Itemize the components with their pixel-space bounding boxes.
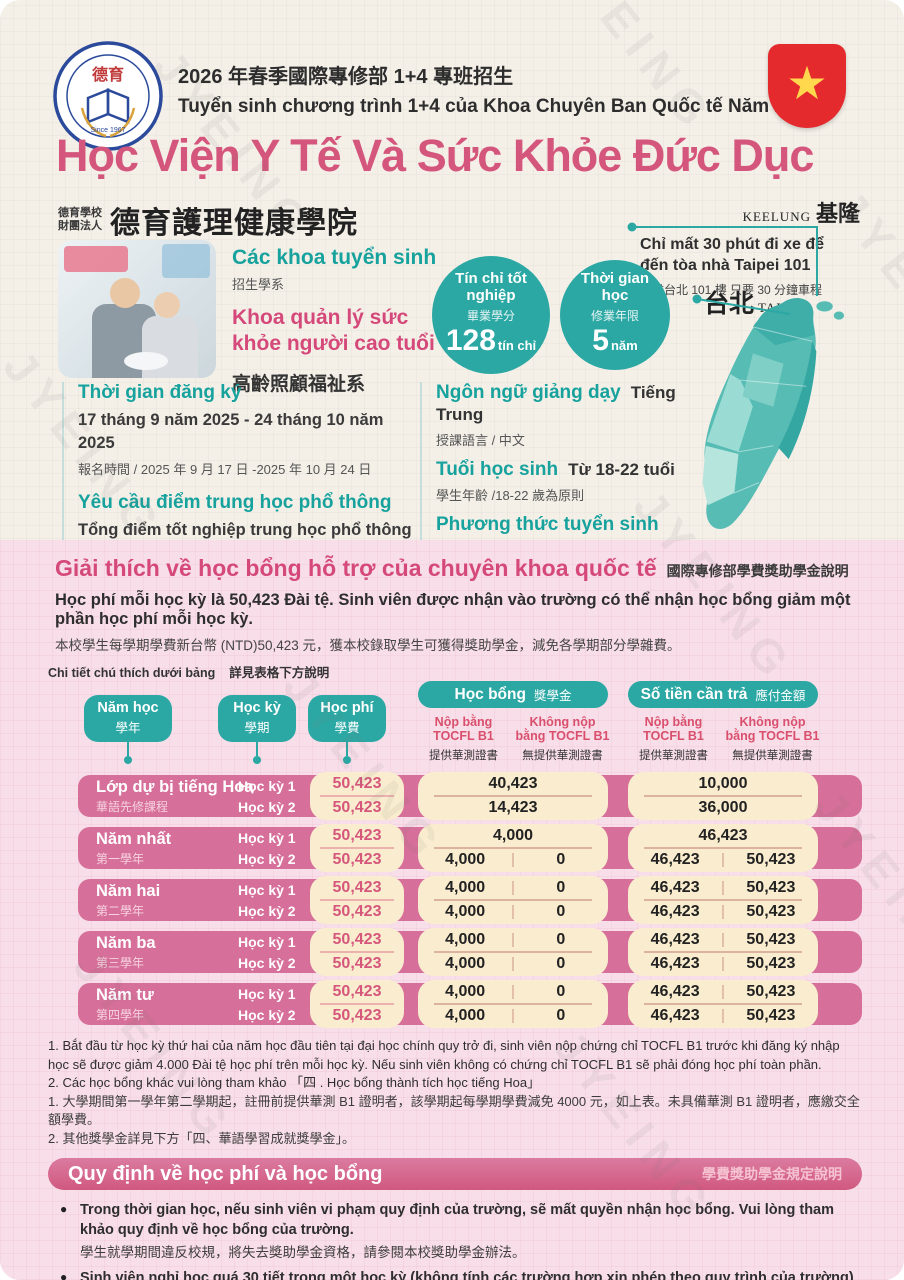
logo-seal-icon: 德育 Since 1967 [53, 41, 163, 151]
column-header-fee: Học phí 學費 [308, 695, 386, 764]
rules-list: Trong thời gian học, nếu sinh viên vi ph… [60, 1200, 864, 1280]
group-header-scholarship: Học bổng 獎學金 [418, 681, 608, 708]
column-header-semester: Học kỳ 學期 [218, 695, 296, 764]
program-line-zh: 2026 年春季國際專修部 1+4 專班招生 [178, 66, 514, 88]
faculties-heading-vi: Các khoa tuyển sinh [232, 246, 437, 269]
campus-photo [58, 240, 216, 378]
table-header: Năm học 學年 Học kỳ 學期 Học phí 學費 Học bổng 獎學金… [78, 681, 862, 775]
table-row: Năm ba 第三學年 Học kỳ 1 Học kỳ 2 50,423 50,423… [78, 928, 862, 976]
subheader-scholarship: Nộp bằng TOCFL B1 提供華測證書 Không nộp bằng T… [429, 715, 610, 762]
rules-banner: Quy định về học phí và học bổng 學費獎助學金規定… [48, 1158, 862, 1190]
column-header-year: Năm học 學年 [84, 695, 172, 764]
faculty-name-zh: 高齡照顧福祉系 [232, 374, 366, 395]
svg-text:Since 1967: Since 1967 [90, 127, 125, 134]
registration-period-heading: Thời gian đăng ký [78, 382, 242, 403]
table-row: Năm tư 第四學年 Học kỳ 1 Học kỳ 2 50,423 50,423… [78, 980, 862, 1028]
table-row: Năm nhất 第一學年 Học kỳ 1 Học kỳ 2 50,423 50,4… [78, 824, 862, 872]
program-line-vi: Tuyển sinh chương trình 1+4 của Khoa Chu… [178, 96, 817, 117]
language-heading: Ngôn ngữ giảng dạy Tiếng Trung [436, 382, 676, 424]
method-heading: Phương thức tuyển sinh [436, 514, 659, 535]
page-title: Học Viện Y Tế Và Sức Khỏe Đức Dục [56, 130, 814, 181]
faculties-heading-zh: 招生學系 [232, 277, 285, 292]
scholarship-title: Giải thích về học bổng hỗ trợ của chuyên… [55, 555, 849, 581]
stat-circle-credits: Tín chỉ tốt nghiệp 畢業學分 128 tín chỉ [432, 256, 550, 374]
score-requirement-heading: Yêu cầu điểm trung học phổ thông [78, 492, 392, 513]
scholarship-desc-vi: Học phí mỗi học kỳ là 50,423 Đài tệ. Sin… [55, 591, 851, 628]
keelung-label: KEELUNG 基隆 [742, 201, 860, 226]
table-notes: 1. Bắt đầu từ học kỳ thứ hai của năm học… [48, 1038, 860, 1146]
open-book-icon [86, 88, 130, 124]
table-row: Lớp dự bị tiếng Hoa 華語先修課程 Học kỳ 1 Học kỳ… [78, 772, 862, 820]
table-row: Năm hai 第二學年 Học kỳ 1 Học kỳ 2 50,423 50,42… [78, 876, 862, 924]
faculty-name-vi: Khoa quản lý sức khỏe người cao tuổi [232, 306, 435, 355]
stat-circle-duration: Thời gian học 修業年限 5 năm [560, 260, 670, 370]
svg-text:德育: 德育 [92, 65, 124, 84]
tuition-scholarship-table: Năm học 學年 Học kỳ 學期 Học phí 學費 Học bổng 獎學金… [78, 681, 862, 1028]
rule-item: Sinh viên nghỉ học quá 30 tiết trong một… [60, 1268, 864, 1280]
group-header-payable: Số tiền cần trả 應付金額 [628, 681, 818, 708]
star-icon: ★ [786, 57, 828, 109]
school-logo: 德育 Since 1967 [52, 40, 164, 152]
rule-item: Trong thời gian học, nếu sinh viên vi ph… [60, 1200, 864, 1262]
scholarship-section: Giải thích về học bổng hỗ trợ của chuyên… [0, 540, 904, 1280]
table-hint: Chi tiết chú thích dưới bảng 詳見表格下方說明 [48, 666, 330, 680]
scholarship-desc-zh: 本校學生每學期學費新台幣 (NTD)50,423 元，獲本校錄取學生可獲得獎助學… [55, 638, 681, 653]
vietnam-flag-icon: ★ [768, 44, 846, 128]
age-heading: Tuổi học sinh Từ 18-22 tuổi [436, 459, 675, 480]
school-prefix: 德育學校 財團法人 [58, 207, 102, 232]
school-name: 德育護理健康學院 [110, 207, 358, 240]
subheader-payable: Nộp bằng TOCFL B1 提供華測證書 Không nộp bằng T… [639, 715, 820, 762]
